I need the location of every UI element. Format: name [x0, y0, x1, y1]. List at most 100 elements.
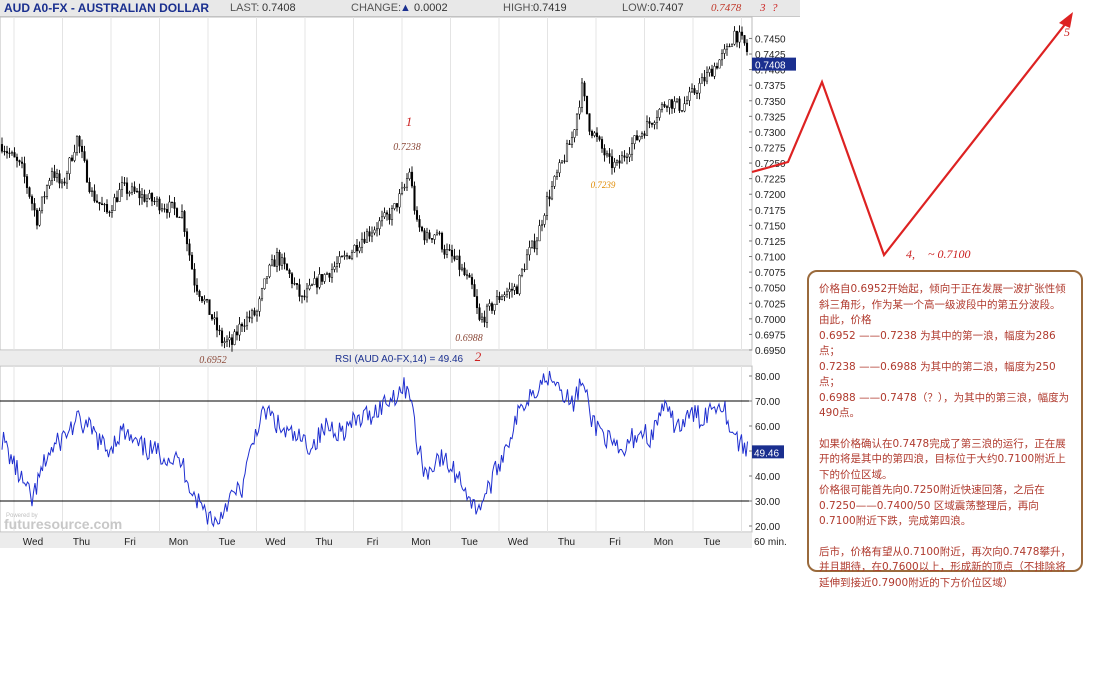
wave4-target: ~ 0.7100	[928, 247, 971, 261]
price-tick-label: 0.6975	[755, 330, 786, 341]
candle-body	[153, 200, 156, 203]
candle-body	[320, 274, 324, 282]
price-tick-label: 0.7425	[755, 50, 786, 61]
wave0-price: 0.6952	[199, 355, 227, 366]
candle-body	[130, 186, 134, 193]
candle-body	[733, 30, 736, 45]
candle-body	[285, 263, 289, 271]
candle-body	[743, 35, 746, 44]
candle-body	[8, 152, 11, 154]
candle-body	[458, 255, 461, 270]
candle-body	[593, 132, 596, 136]
candle-body	[138, 190, 141, 199]
candle-body	[348, 255, 351, 259]
candle-body	[613, 161, 616, 168]
candle-body	[475, 296, 479, 308]
candle-body	[680, 110, 684, 112]
candle-body	[123, 182, 126, 184]
last-price-tag-bg	[752, 57, 796, 71]
price-tick-label: 0.7300	[755, 128, 786, 139]
candle-body	[420, 226, 424, 231]
candle-body	[333, 266, 336, 270]
candle-body	[580, 82, 584, 108]
candle-body	[403, 186, 406, 189]
candle-body	[135, 190, 139, 192]
candle-body	[468, 274, 471, 278]
price-tick-label: 0.7400	[755, 66, 786, 77]
x-tick-label: Tue	[704, 537, 721, 548]
candle-body	[255, 311, 259, 316]
candle-body	[360, 238, 364, 248]
rsi-title: RSI (AUD A0-FX,14) = 49.46	[335, 354, 464, 365]
candle-body	[35, 209, 39, 226]
candle-body	[603, 148, 606, 156]
candle-body	[655, 117, 659, 123]
candle-body	[203, 299, 206, 302]
price-tick-label: 0.7200	[755, 190, 786, 201]
chart-title: AUD A0-FX - AUSTRALIAN DOLLAR	[4, 1, 210, 15]
note-line: 由此，价格	[819, 314, 872, 326]
candle-body	[555, 172, 559, 177]
candle-body	[140, 194, 144, 199]
price-tick-label: 0.7375	[755, 81, 786, 92]
candle-body	[578, 107, 581, 115]
candle-body	[405, 178, 409, 188]
candle-body	[80, 145, 84, 152]
candle-body	[328, 273, 331, 278]
candle-body	[223, 341, 226, 343]
rsi-panel	[0, 365, 753, 533]
candle-body	[83, 151, 86, 161]
note-line: 0.7238 ——0.6988 为其中的第二浪，幅度为250点；	[819, 360, 1056, 389]
candle-body	[0, 144, 4, 152]
candle-body	[150, 193, 154, 202]
candle-body	[600, 139, 604, 149]
candle-body	[208, 299, 211, 315]
candle-body	[213, 317, 216, 320]
candle-body	[15, 156, 19, 161]
candle-body	[173, 202, 176, 209]
candle-body	[383, 212, 386, 218]
price-tick-label: 0.7000	[755, 315, 786, 326]
candle-body	[330, 269, 334, 278]
analysis-note: 价格自0.6952开始起，倾向于正在发展一波扩张性倾斜三角形，作为某一个高一级波…	[807, 270, 1083, 589]
candle-body	[523, 268, 526, 271]
candle-body	[645, 121, 649, 136]
candle-body	[558, 162, 561, 174]
candle-body	[363, 238, 366, 243]
x-tick-label: Wed	[23, 537, 43, 548]
candle-body	[338, 256, 341, 264]
candle-body	[375, 228, 379, 231]
candle-body	[303, 295, 306, 298]
x-tick-label: Thu	[558, 537, 575, 548]
candle-body	[45, 185, 49, 197]
candle-body	[670, 99, 674, 109]
x-tick-label: Wed	[508, 537, 528, 548]
rsi-tick-label: 80.00	[755, 372, 780, 383]
candle-body	[668, 99, 671, 108]
note-line: 如果价格确认在0.7478完成了第三浪的运行，正在展开的将是其中的第四浪，目标位…	[819, 437, 1066, 481]
price-tick-label: 0.6950	[755, 346, 786, 357]
candle-body	[38, 210, 41, 226]
candle-body	[653, 122, 656, 125]
candle-body	[210, 314, 214, 320]
candle-body	[708, 68, 711, 73]
candle-body	[608, 153, 611, 157]
candle-body	[43, 196, 46, 198]
low-label: LOW:	[622, 2, 650, 14]
candle-body	[155, 198, 159, 202]
candle-body	[220, 330, 224, 343]
candle-body	[450, 250, 454, 257]
candle-body	[663, 103, 666, 107]
candle-body	[718, 59, 721, 69]
candle-body	[243, 325, 246, 327]
brand-powered-by: Powered by	[6, 513, 38, 519]
note-line: 价格很可能首先向0.7250附近快速回落，之后在0.7250——0.7400/5…	[819, 484, 1045, 527]
candle-body	[193, 268, 196, 286]
note-line: 价格自0.6952开始起，倾向于正在发展一波扩张性倾斜三角形，作为某一个高一级波…	[819, 283, 1066, 311]
candle-body	[65, 173, 69, 184]
candle-body	[318, 274, 321, 288]
candle-body	[650, 123, 654, 125]
candle-body	[378, 220, 381, 230]
candle-body	[93, 190, 96, 202]
